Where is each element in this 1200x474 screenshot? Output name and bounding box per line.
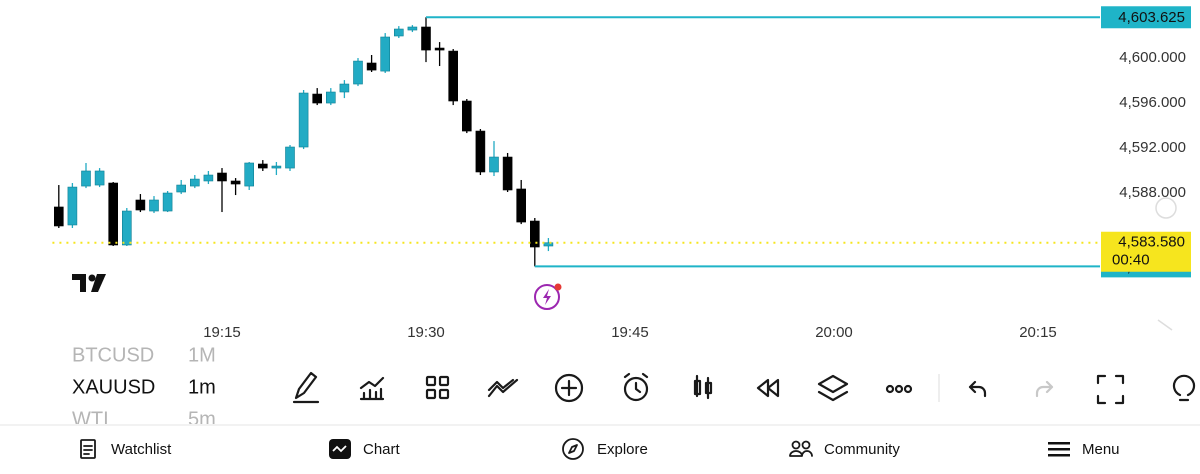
add[interactable] [554,373,584,403]
candle-body [217,172,227,182]
candle-body [135,199,146,211]
indicators[interactable] [359,376,385,401]
candle-body [380,36,391,72]
countdown: 00:40 [1112,252,1150,269]
nav-label[interactable]: Watchlist [111,441,172,458]
y-tick-label: 4,588.000 [1119,184,1186,201]
price-line-label: 4,603.625 [1118,9,1185,26]
candle-body [543,242,554,247]
candle-body [461,100,472,132]
candle-body [434,47,445,51]
last-price-label-bg [1101,231,1191,272]
candle-body [366,62,377,71]
chart-icon[interactable] [329,439,351,459]
chart-type[interactable] [693,374,713,400]
menu-icon[interactable] [1048,442,1070,457]
candle-body [489,156,499,173]
layers[interactable] [817,374,849,402]
alert-icon[interactable] [534,283,562,310]
candle-body [203,174,214,182]
candle-body [230,180,241,185]
y-tick-label: 4,592.000 [1119,139,1186,156]
candle-body [448,50,459,102]
nav-label[interactable]: Menu [1082,441,1120,458]
candle-body [421,26,431,51]
candle-body [122,210,132,246]
candle-body [190,178,200,187]
community-icon[interactable] [789,440,813,457]
candle-body [325,91,336,104]
toolbar [292,371,1196,405]
candle-body [108,182,118,246]
y-tick-label: 4,600.000 [1119,49,1186,66]
x-tick-label: 19:45 [611,324,649,341]
redo[interactable] [1035,380,1054,398]
candle-body [475,130,486,173]
symbol[interactable]: WTI [72,408,109,430]
templates[interactable] [425,375,450,400]
candle-body [407,26,418,31]
chart: 4,600.000 4,596.000 4,592.000 4,588.000 19:1… [52,6,1191,341]
last-price-label: 4,583.580 [1118,234,1185,251]
x-tick-label: 20:00 [815,324,853,341]
candle-body [271,165,282,169]
draw-tool[interactable] [292,371,320,404]
nav-label[interactable]: Chart [363,441,401,458]
nav-icons [80,438,1070,460]
candle-body [285,146,295,169]
candle-body [257,163,268,169]
symbol[interactable]: XAUUSD [72,376,155,398]
logo [72,274,106,292]
candle-body [312,93,323,104]
fullscreen[interactable] [1096,374,1125,405]
interval[interactable]: 1m [188,376,216,398]
ideas[interactable] [1172,374,1196,402]
candle-body [176,184,186,193]
candle-body [67,186,78,226]
candle-body [298,92,309,148]
y-tick-label: 4,596.000 [1119,94,1186,111]
bottom-nav: Watchlist Chart Explore Community Menu [111,441,1120,458]
candle-body [502,156,513,191]
undo[interactable] [968,380,987,398]
symbol[interactable]: BTCUSD [72,344,154,366]
candle-body [149,199,159,212]
candle-body [393,28,404,37]
explore-icon[interactable] [562,438,584,460]
candle-body [81,170,91,187]
candle-body [516,188,527,223]
nav-label[interactable]: Explore [597,441,648,458]
interval[interactable]: 5m [188,408,216,430]
interval[interactable]: 1M [188,344,216,366]
watchlist-icon[interactable] [80,439,96,459]
price-line-label-bg [1101,6,1191,29]
candle-body [353,60,363,85]
x-tick-label: 20:15 [1019,324,1057,341]
symbol-picker[interactable]: BTCUSD 1M XAUUSD 1m WTI 5m [72,344,216,430]
candle-body [244,162,254,187]
x-tick-label: 19:30 [407,324,445,341]
compare[interactable] [487,378,519,398]
nav-label[interactable]: Community [824,441,900,458]
candle-body [162,192,173,212]
x-tick-label: 19:15 [203,324,241,341]
candle-body [339,83,350,93]
candle-body [529,220,540,248]
alert[interactable] [623,372,649,402]
candle-body [94,170,105,186]
candle-body [53,206,64,227]
more[interactable] [885,384,913,394]
replay[interactable] [756,378,780,398]
scroll-hint [1155,197,1177,331]
